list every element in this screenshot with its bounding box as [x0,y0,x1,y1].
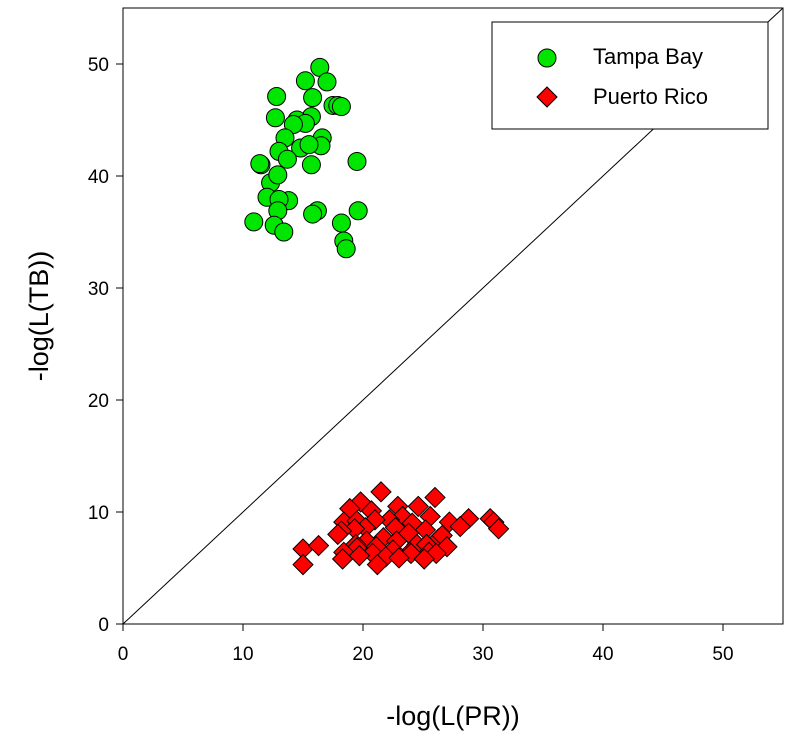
x-axis-title: -log(L(PR)) [386,701,520,731]
x-tick-label: 40 [592,644,613,665]
tampa-bay-point [283,114,303,134]
y-tick-label: 30 [88,279,109,300]
tampa-bay-point [277,149,297,169]
y-tick-label: 40 [88,167,109,188]
legend-marker-puerto-rico [536,86,558,108]
x-tick-label: 10 [232,644,253,665]
tampa-bay-point [299,135,319,155]
tampa-bay-point [317,72,337,92]
data-points-layer [244,57,510,576]
tampa-bay-point [250,154,270,174]
puerto-rico-point [370,481,392,503]
tampa-bay-point [265,108,285,128]
puerto-rico-point [413,548,435,570]
x-tick-label: 0 [118,644,129,665]
tampa-bay-point [244,212,264,232]
tampa-bay-point [303,204,323,224]
tampa-bay-point [347,151,367,171]
tampa-bay-point [274,222,294,242]
puerto-rico-point [424,486,446,509]
puerto-rico-point [366,553,389,576]
y-tick-label: 0 [98,615,109,636]
puerto-rico-point [307,534,330,557]
legend-label-tampa-bay: Tampa Bay [593,44,703,69]
legend-box [491,21,769,130]
tampa-bay-point [301,155,321,175]
puerto-rico-point [388,547,410,569]
tampa-bay-point [348,201,368,221]
puerto-rico-point [487,518,510,540]
tampa-bay-point [268,165,288,185]
y-tick-label: 10 [88,503,109,524]
puerto-rico-point [292,553,314,576]
y-tick-label: 50 [88,55,109,76]
puerto-rico-point [348,544,371,567]
tampa-bay-point [336,239,356,259]
y-axis-title: -log(L(TB)) [24,251,54,382]
x-tick-label: 30 [472,644,493,665]
x-axis: 0 10 20 30 40 50 [118,624,734,665]
legend-marker-tampa-bay [537,48,557,68]
puerto-rico-point [449,515,471,538]
puerto-rico-point [331,548,354,570]
y-tick-label: 20 [88,391,109,412]
puerto-rico-point [407,495,429,518]
puerto-rico-point [327,523,349,546]
tampa-bay-point [295,71,315,91]
legend-markers [536,48,558,108]
tampa-bay-point [331,97,351,117]
tampa-bay-point [331,213,351,233]
legend-label-puerto-rico: Puerto Rico [593,84,708,109]
x-tick-label: 50 [712,644,733,665]
legend: Tampa Bay Puerto Rico [491,21,769,130]
plot-frame [122,7,784,625]
y-axis: 0 10 20 30 40 50 [88,55,123,636]
tampa-bay-point [303,88,323,108]
x-tick-label: 20 [352,644,373,665]
tampa-bay-point [267,86,287,106]
